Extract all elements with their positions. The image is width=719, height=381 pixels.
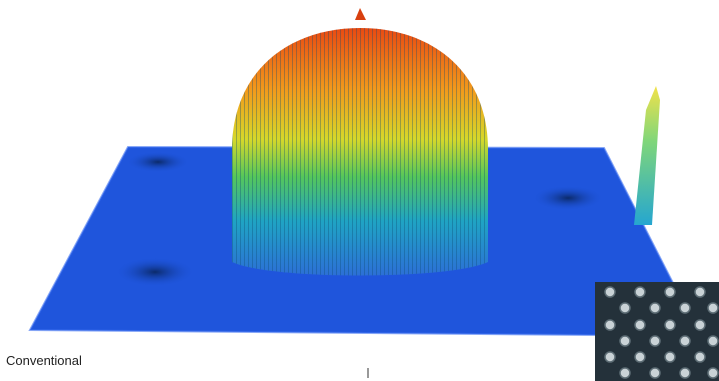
inset: [595, 282, 719, 381]
spike: [634, 86, 660, 225]
pit: [117, 258, 193, 286]
dome-texture: [232, 28, 488, 276]
caption: Conventional: [6, 353, 82, 368]
pit: [534, 186, 602, 210]
peak: [355, 8, 366, 20]
page: Conventional (() => { const data = JSON.…: [0, 0, 719, 381]
pit: [128, 152, 188, 172]
surface-image: Conventional: [0, 0, 719, 381]
